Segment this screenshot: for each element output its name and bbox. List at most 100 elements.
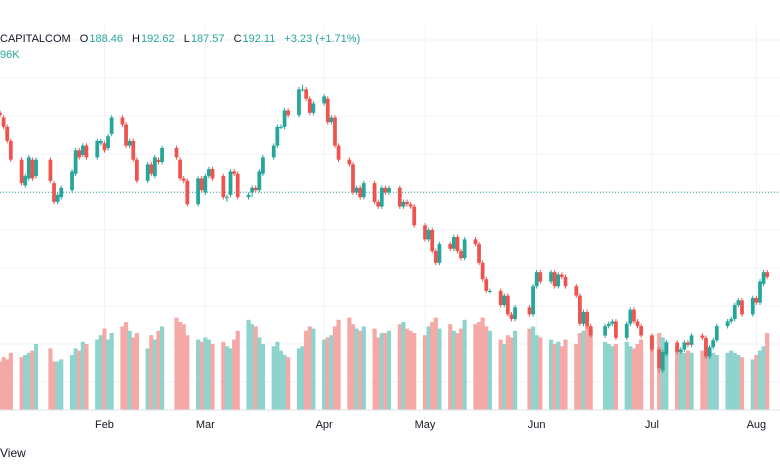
volume-bar [196, 339, 201, 410]
volume-bar [30, 350, 35, 410]
candle-body [433, 251, 438, 263]
candle [84, 143, 89, 160]
candle [279, 124, 283, 130]
candle [383, 185, 388, 195]
volume-bar [246, 319, 251, 410]
symbol-label[interactable]: CAPITALCOM [0, 33, 71, 45]
volume-bar [628, 346, 633, 410]
volume-bar [761, 346, 766, 410]
candle-body [765, 272, 770, 277]
volume-bar [509, 337, 514, 410]
candle-body [19, 159, 24, 184]
candle-body [423, 225, 427, 240]
candle [682, 340, 687, 352]
candle-body [448, 244, 453, 249]
volume-bar [484, 326, 489, 410]
volume-bar [473, 324, 478, 410]
volume-bar [711, 352, 716, 410]
volume-bar [253, 326, 258, 410]
candle [614, 319, 618, 341]
volume-bar [152, 339, 157, 410]
volume-bar [757, 350, 763, 410]
candle-body [531, 286, 535, 315]
volume-bar [210, 344, 215, 410]
candle-body [711, 340, 716, 348]
candle-body [556, 274, 561, 287]
volume-bar [159, 326, 165, 410]
candle-body [379, 187, 384, 207]
candle [325, 96, 330, 125]
x-tick-label: Aug [747, 419, 767, 431]
volume-bar [559, 346, 564, 410]
x-tick-label: May [415, 419, 436, 431]
candle-body [351, 164, 355, 193]
volume-bar [51, 361, 57, 410]
candle [408, 201, 413, 209]
volume-bar [282, 355, 287, 410]
candle [732, 302, 737, 322]
candle-body [758, 281, 762, 303]
candle [538, 269, 543, 284]
volume-bar [754, 355, 759, 410]
candle [563, 274, 568, 289]
candle-body [34, 159, 38, 177]
candle-body [426, 230, 431, 240]
candle-body [606, 323, 611, 327]
candle [750, 295, 755, 317]
candle [664, 340, 669, 357]
volume-bar [102, 328, 107, 410]
candle [257, 169, 262, 193]
candle [261, 155, 265, 177]
candle [372, 180, 377, 205]
candle [8, 138, 13, 163]
candle-body [610, 321, 615, 324]
candle [405, 199, 409, 207]
candle-body [354, 187, 359, 193]
volume-bar [98, 335, 103, 410]
candle [134, 157, 139, 184]
candle-body [307, 98, 312, 113]
candle-body [279, 126, 283, 128]
candle-body [95, 140, 100, 158]
candle [106, 133, 110, 151]
candle-body [761, 272, 766, 284]
volume-bar [426, 326, 431, 410]
candle [329, 115, 334, 125]
footer-view-link[interactable]: View [0, 446, 26, 460]
volume-bar [329, 335, 334, 410]
candle [740, 297, 744, 317]
candle-body [383, 187, 388, 193]
candle [26, 155, 31, 181]
volume-bar [228, 348, 233, 410]
volume-bar [437, 328, 442, 410]
candle-body [325, 98, 330, 123]
candle-body [588, 326, 593, 336]
volume-bar [451, 330, 456, 410]
candle [725, 319, 730, 329]
candle [358, 185, 363, 200]
candle-body [405, 201, 409, 205]
candle-body [754, 297, 759, 303]
volume-bar [26, 352, 31, 410]
candle [275, 124, 280, 148]
candle [109, 115, 114, 137]
volume-bar [84, 344, 89, 410]
candle [657, 347, 662, 373]
candle-body [632, 309, 636, 322]
candle-body [196, 178, 200, 205]
volume-bar [675, 346, 680, 410]
volume-bar [358, 330, 363, 410]
candle [588, 323, 593, 338]
candle-body [736, 300, 741, 305]
candle-body [322, 96, 327, 104]
volume-bar [260, 344, 266, 410]
candle-body [689, 335, 694, 345]
volume-bar [563, 339, 568, 410]
candle-body [408, 204, 413, 207]
volume-bar [512, 330, 518, 410]
candle [196, 176, 200, 207]
volume-bar [95, 339, 100, 410]
volume-bar [729, 350, 734, 410]
